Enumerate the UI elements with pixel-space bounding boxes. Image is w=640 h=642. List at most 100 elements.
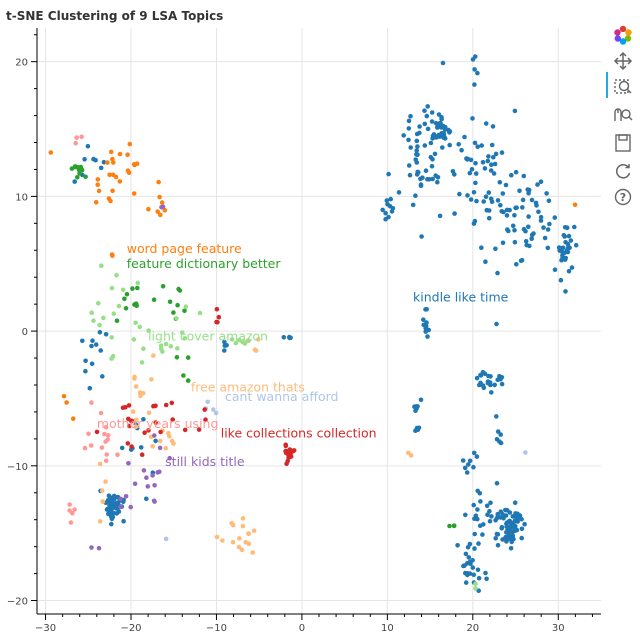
data-point xyxy=(185,378,191,383)
data-point xyxy=(485,158,491,164)
pan-icon[interactable] xyxy=(612,50,634,72)
data-point xyxy=(473,581,478,586)
data-point xyxy=(242,341,248,346)
data-point xyxy=(157,445,163,451)
data-point xyxy=(474,198,479,204)
data-point xyxy=(401,133,407,138)
data-point xyxy=(552,267,558,273)
y-tick-label: −20 xyxy=(7,597,28,608)
data-point xyxy=(499,381,505,387)
data-point xyxy=(103,424,109,430)
y-tick-label: 20 xyxy=(15,58,28,69)
data-point xyxy=(137,390,143,395)
data-point xyxy=(512,108,518,114)
data-point xyxy=(422,108,427,113)
data-point xyxy=(153,438,158,444)
data-point xyxy=(158,212,163,218)
data-point xyxy=(230,539,236,545)
data-point xyxy=(473,513,479,519)
x-tick-label: 30 xyxy=(552,623,565,634)
data-point xyxy=(425,334,430,339)
data-point xyxy=(476,541,481,546)
save-icon[interactable] xyxy=(612,132,634,154)
data-point xyxy=(563,255,568,261)
data-point xyxy=(236,544,242,550)
data-point xyxy=(126,403,132,408)
data-point xyxy=(73,140,78,146)
data-point xyxy=(220,538,225,543)
data-point xyxy=(472,218,478,224)
data-point xyxy=(406,118,412,124)
data-point xyxy=(119,445,125,451)
data-point xyxy=(494,481,500,486)
data-point xyxy=(507,526,512,532)
data-point xyxy=(135,280,141,286)
data-point xyxy=(523,239,529,244)
data-point xyxy=(83,358,88,364)
data-point xyxy=(89,310,94,316)
data-point xyxy=(552,215,558,220)
data-point xyxy=(100,374,105,379)
data-point xyxy=(157,469,162,475)
box-zoom-icon[interactable] xyxy=(612,76,634,98)
data-point xyxy=(87,385,93,391)
data-point xyxy=(492,161,498,167)
data-point xyxy=(527,243,532,249)
data-point xyxy=(157,438,163,444)
data-point xyxy=(546,198,552,204)
data-point xyxy=(494,437,500,442)
data-point xyxy=(518,258,524,264)
data-point xyxy=(569,265,575,270)
data-point xyxy=(486,373,491,379)
data-point xyxy=(109,335,114,340)
data-point xyxy=(80,338,85,344)
data-point xyxy=(90,338,95,344)
data-point xyxy=(408,145,414,150)
data-point xyxy=(117,179,123,184)
data-point xyxy=(150,443,155,449)
data-point xyxy=(93,200,99,205)
data-point xyxy=(159,205,164,210)
data-point xyxy=(214,534,220,540)
data-point xyxy=(489,142,495,148)
data-point xyxy=(410,202,416,208)
data-point xyxy=(152,499,157,504)
data-point xyxy=(93,157,98,163)
data-point xyxy=(433,173,439,178)
data-point xyxy=(473,180,478,186)
data-point xyxy=(388,196,394,202)
data-point xyxy=(507,535,513,541)
data-point xyxy=(105,433,111,438)
topic-label: like collections collection xyxy=(221,426,377,441)
wheel-zoom-icon[interactable] xyxy=(612,104,634,126)
data-point xyxy=(529,236,534,242)
data-point xyxy=(118,496,123,502)
data-point xyxy=(85,143,91,149)
data-point xyxy=(498,509,504,514)
data-point xyxy=(246,531,251,536)
chart-title: t-SNE Clustering of 9 LSA Topics xyxy=(6,9,223,23)
data-point xyxy=(146,410,152,416)
data-point xyxy=(493,536,499,541)
data-point xyxy=(522,521,527,527)
data-point xyxy=(83,174,88,180)
data-point xyxy=(503,182,509,188)
data-point xyxy=(211,407,216,412)
data-point xyxy=(415,404,420,409)
scatter-plot[interactable]: t-SNE Clustering of 9 LSA Topics word pa… xyxy=(0,0,608,642)
help-icon[interactable]: ? xyxy=(612,186,634,208)
data-point xyxy=(512,500,518,506)
data-point xyxy=(513,511,518,516)
data-point xyxy=(229,337,235,342)
topic-label: free amazon thats xyxy=(191,380,305,395)
reset-icon[interactable] xyxy=(612,160,634,182)
data-point xyxy=(498,515,503,520)
data-point xyxy=(96,545,102,551)
data-point xyxy=(470,565,476,570)
bokeh-logo-icon[interactable] xyxy=(612,24,634,46)
data-point xyxy=(133,384,139,389)
data-point xyxy=(545,245,551,251)
data-point xyxy=(110,353,116,359)
data-point xyxy=(462,134,467,140)
